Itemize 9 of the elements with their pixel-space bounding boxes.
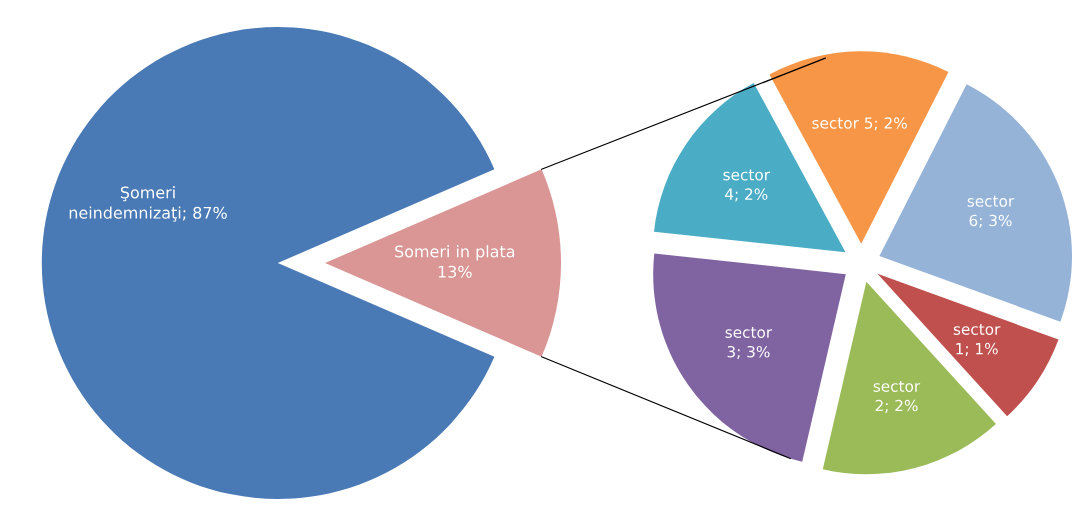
data-label: 13%: [438, 265, 472, 278]
slice-label: Someri in plata: [395, 245, 515, 261]
slice-label: sector 5; 2%: [812, 117, 907, 131]
slice-label: sector 2; 2%: [873, 380, 921, 413]
slice-label: sector 3; 3%: [725, 327, 773, 360]
slice-label: sector 6; 3%: [967, 195, 1015, 228]
slice-label: sector 1; 1%: [953, 324, 1001, 356]
slice-label: sector 4; 2%: [723, 169, 771, 202]
slice-label: Şomeri neindemnizaţi; 87%: [69, 186, 227, 222]
